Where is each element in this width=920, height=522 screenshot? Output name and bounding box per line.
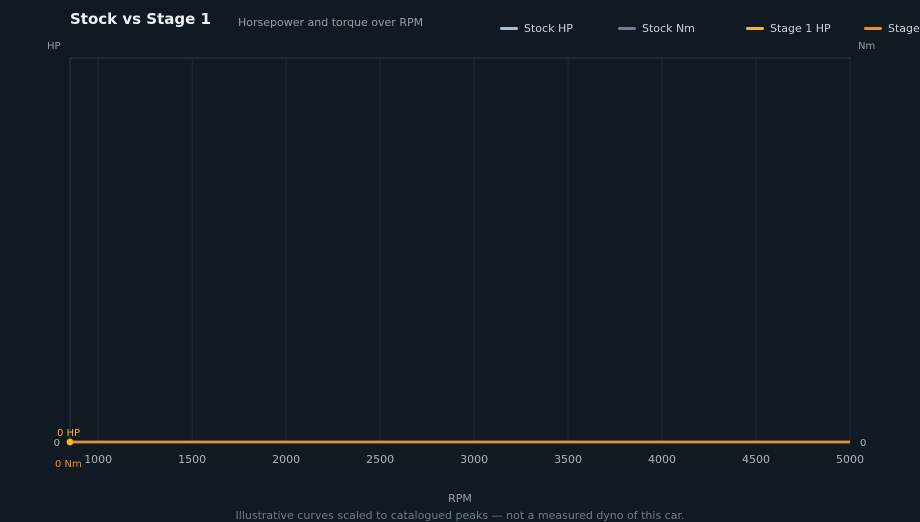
legend-item[interactable]: Stock Nm: [618, 20, 695, 36]
legend: Stock HP Stock Nm Stage 1 HP Stage 1 Nm: [500, 20, 920, 36]
legend-item[interactable]: Stage 1 Nm: [864, 20, 920, 36]
x-tick-label: 2000: [272, 453, 300, 466]
y-right-tick-label: 0: [860, 438, 866, 449]
x-tick-label: 5000: [836, 453, 864, 466]
footnote: Illustrative curves scaled to catalogued…: [235, 509, 685, 522]
plot-frame: [69, 57, 851, 443]
x-tick-label: 3500: [554, 453, 582, 466]
x-tick-label: 2500: [366, 453, 394, 466]
readout-nm: 0 Nm: [55, 459, 82, 470]
marker-point-hp: [67, 439, 73, 445]
chart-subtitle: Horsepower and torque over RPM: [238, 16, 424, 29]
legend-label: Stage 1 HP: [770, 21, 831, 35]
legend-label: Stock Nm: [642, 21, 695, 35]
legend-swatch: [618, 26, 636, 30]
right-axis-unit: Nm: [858, 41, 876, 52]
y-left-tick-label: 0: [54, 438, 60, 449]
legend-item[interactable]: Stage 1 HP: [746, 20, 831, 36]
left-axis-unit: HP: [47, 41, 61, 52]
x-tick-label: 4500: [742, 453, 770, 466]
x-tick-label: 3000: [460, 453, 488, 466]
x-tick-label: 1500: [178, 453, 206, 466]
readout-hp: 0 HP: [57, 428, 80, 439]
legend-item[interactable]: Stock HP: [500, 20, 573, 36]
legend-swatch: [746, 26, 764, 30]
legend-label: Stock HP: [524, 21, 573, 35]
legend-swatch: [864, 26, 882, 30]
x-axis-title: RPM: [448, 492, 472, 505]
x-tick-label: 4000: [648, 453, 676, 466]
legend-label: Stage 1 Nm: [888, 21, 920, 35]
x-tick-label: 1000: [84, 453, 112, 466]
legend-swatch: [500, 26, 518, 30]
chart-title: Stock vs Stage 1: [70, 10, 211, 28]
